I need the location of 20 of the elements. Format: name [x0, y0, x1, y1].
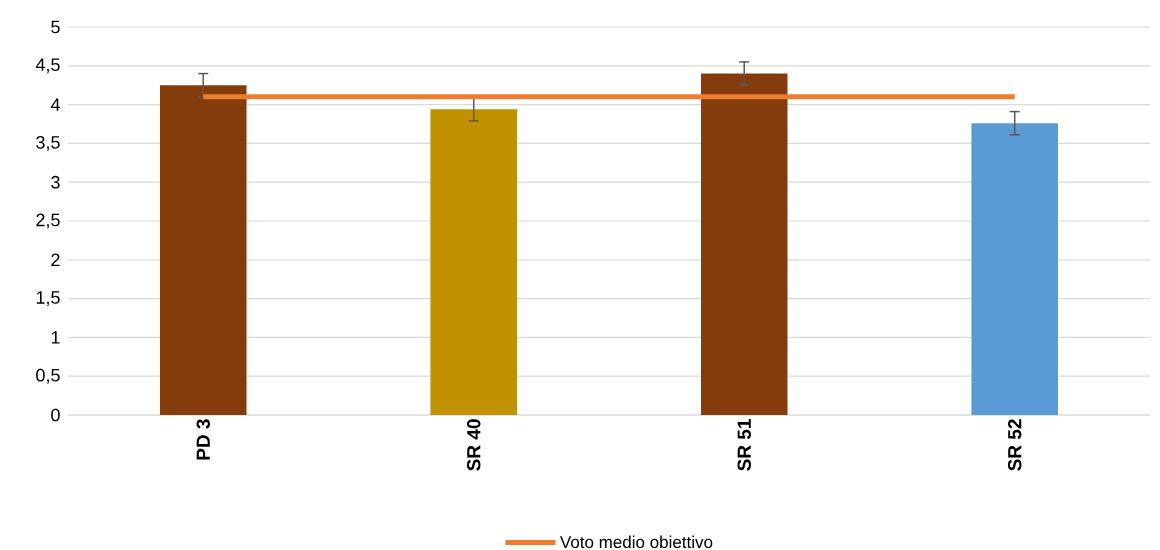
y-tick-label: 3 [51, 175, 60, 189]
y-tick-label: 1,5 [36, 291, 60, 306]
legend-label: Voto medio obiettivo [560, 535, 713, 549]
y-tick-label: 0,5 [36, 368, 60, 384]
x-tick-label: SR 40 [467, 419, 481, 471]
y-tick-label: 3,5 [36, 135, 60, 151]
x-tick-label: PD 3 [196, 419, 210, 460]
y-tick-label: 0 [51, 408, 60, 422]
y-tick-label: 2 [51, 253, 60, 267]
x-tick-label: SR 52 [1007, 419, 1022, 471]
y-tick-label: 1 [51, 331, 60, 344]
y-tick-label: 2,5 [36, 213, 60, 229]
x-tick-label: SR 51 [737, 419, 751, 471]
bar [430, 109, 518, 415]
bar [700, 73, 788, 415]
bar [971, 123, 1058, 415]
bar [159, 85, 247, 415]
y-tick-label: 4,5 [35, 58, 60, 74]
y-tick-label: 4 [50, 98, 60, 111]
y-tick-label: 5 [51, 20, 60, 34]
